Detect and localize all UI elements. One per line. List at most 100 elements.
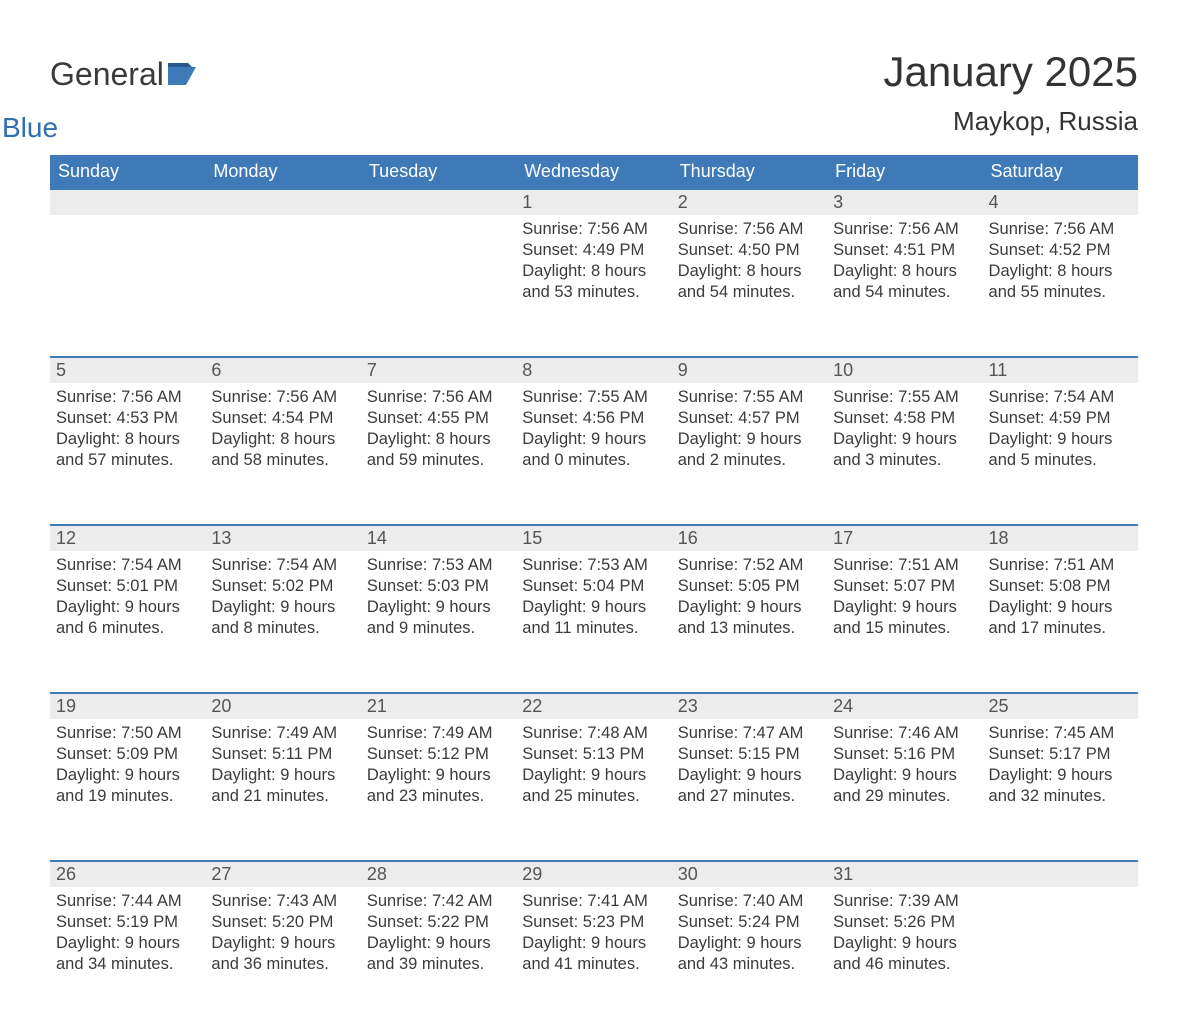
daylight-line: Daylight: 9 hours [678, 430, 802, 448]
day-details: Sunrise: 7:44 AMSunset: 5:19 PMDaylight:… [50, 887, 205, 989]
daylight-line-2: and 0 minutes. [522, 451, 630, 469]
weekday-header-row: Sunday Monday Tuesday Wednesday Thursday… [50, 155, 1138, 189]
day-cell: Sunrise: 7:56 AMSunset: 4:50 PMDaylight:… [672, 215, 827, 357]
page-header: General Blue January 2025 Maykop, Russia [50, 48, 1138, 137]
daylight-line-2: and 27 minutes. [678, 787, 795, 805]
day-details: Sunrise: 7:54 AMSunset: 5:01 PMDaylight:… [50, 551, 205, 653]
sunrise-line: Sunrise: 7:51 AM [989, 556, 1115, 574]
day-details: Sunrise: 7:39 AM Sunset: 5:26 PM Daylight:… [827, 887, 982, 989]
sunset-line: Sunset: 4:51 PM [833, 241, 955, 259]
sunset-line: Sunset: 5:24 PM [678, 913, 800, 931]
daylight-line-2: and 15 minutes. [833, 619, 950, 637]
sunrise-line: Sunrise: 7:56 AM [989, 220, 1115, 238]
day-cell: Sunrise: 7:54 AMSunset: 4:59 PMDaylight:… [983, 383, 1138, 525]
day-cell: Sunrise: 7:55 AMSunset: 4:56 PMDaylight:… [516, 383, 671, 525]
sunrise-line: Sunrise: 7:55 AM [522, 388, 648, 406]
sunset-line: Sunset: 4:58 PM [833, 409, 955, 427]
month-year-title: January 2025 [883, 48, 1138, 96]
day-details: Sunrise: 7:55 AMSunset: 4:57 PMDaylight:… [672, 383, 827, 485]
day-body-row: Sunrise: 7:44 AMSunset: 5:19 PMDaylight:… [50, 887, 1138, 1029]
daylight-line: Daylight: 9 hours [367, 934, 491, 952]
daylight-line: Daylight: 9 hours [522, 430, 646, 448]
daylight-line: Daylight: 8 hours [211, 430, 335, 448]
day-cell: Sunrise: 7:56 AMSunset: 4:55 PMDaylight:… [361, 383, 516, 525]
daylight-line-2: and 29 minutes. [833, 787, 950, 805]
sunrise-line: Sunrise: 7:56 AM [833, 220, 959, 238]
daylight-line: Daylight: 9 hours [56, 598, 180, 616]
daylight-line: Daylight: 9 hours [211, 766, 335, 784]
day-cell [361, 215, 516, 357]
day-cell: Sunrise: 7:55 AMSunset: 4:58 PMDaylight:… [827, 383, 982, 525]
day-cell: Sunrise: 7:43 AMSunset: 5:20 PMDaylight:… [205, 887, 360, 1029]
day-cell: Sunrise: 7:56 AMSunset: 4:53 PMDaylight:… [50, 383, 205, 525]
day-cell: Sunrise: 7:54 AMSunset: 5:02 PMDaylight:… [205, 551, 360, 693]
day-number-cell: 21 [361, 693, 516, 719]
sunrise-line: Sunrise: 7:42 AM [367, 892, 493, 910]
sunrise-line: Sunrise: 7:56 AM [522, 220, 648, 238]
day-body-row: Sunrise: 7:54 AMSunset: 5:01 PMDaylight:… [50, 551, 1138, 693]
daylight-line-2: and 11 minutes. [522, 619, 638, 637]
day-details: Sunrise: 7:56 AMSunset: 4:50 PMDaylight:… [672, 215, 827, 317]
title-block: January 2025 Maykop, Russia [883, 48, 1138, 137]
day-cell [205, 215, 360, 357]
daylight-line-2: and 41 minutes. [522, 955, 639, 973]
sunset-line: Sunset: 5:04 PM [522, 577, 644, 595]
sunset-line: Sunset: 5:16 PM [833, 745, 955, 763]
daylight-line: Daylight: 8 hours [367, 430, 491, 448]
day-cell: Sunrise: 7:46 AMSunset: 5:16 PMDaylight:… [827, 719, 982, 861]
day-number-cell: 19 [50, 693, 205, 719]
day-number-cell: 20 [205, 693, 360, 719]
sunset-line: Sunset: 5:03 PM [367, 577, 489, 595]
daylight-line: Daylight: 8 hours [989, 262, 1113, 280]
daylight-line: Daylight: 9 hours [833, 934, 957, 952]
flag-icon [168, 63, 196, 90]
daylight-line-2: and 9 minutes. [367, 619, 475, 637]
sunset-line: Sunset: 5:05 PM [678, 577, 800, 595]
day-cell: Sunrise: 7:49 AMSunset: 5:11 PMDaylight:… [205, 719, 360, 861]
sunset-line: Sunset: 5:02 PM [211, 577, 333, 595]
day-number-cell: 28 [361, 861, 516, 887]
day-cell: Sunrise: 7:56 AM Sunset: 4:51 PM Daylight:… [827, 215, 982, 357]
day-number-row: 1234 [50, 189, 1138, 215]
daylight-line: Daylight: 9 hours [678, 934, 802, 952]
sunset-line: Sunset: 5:12 PM [367, 745, 489, 763]
sunset-line: Sunset: 4:52 PM [989, 241, 1111, 259]
day-details: Sunrise: 7:43 AMSunset: 5:20 PMDaylight:… [205, 887, 360, 989]
day-number-cell: 7 [361, 357, 516, 383]
sunset-line: Sunset: 5:15 PM [678, 745, 800, 763]
sunset-line: Sunset: 5:26 PM [833, 913, 955, 931]
day-cell: Sunrise: 7:40 AMSunset: 5:24 PMDaylight:… [672, 887, 827, 1029]
day-details: Sunrise: 7:55 AMSunset: 4:58 PMDaylight:… [827, 383, 982, 485]
daylight-line-2: and 3 minutes. [833, 451, 941, 469]
sunset-line: Sunset: 5:17 PM [989, 745, 1111, 763]
day-number-cell: 8 [516, 357, 671, 383]
sunset-line: Sunset: 4:59 PM [989, 409, 1111, 427]
sunrise-line: Sunrise: 7:39 AM [833, 892, 959, 910]
day-cell: Sunrise: 7:53 AMSunset: 5:03 PMDaylight:… [361, 551, 516, 693]
day-details: Sunrise: 7:56 AMSunset: 4:55 PMDaylight:… [361, 383, 516, 485]
daylight-line-2: and 54 minutes. [833, 283, 950, 301]
daylight-line: Daylight: 8 hours [833, 262, 957, 280]
daylight-line-2: and 5 minutes. [989, 451, 1097, 469]
sunset-line: Sunset: 5:13 PM [522, 745, 644, 763]
day-details: Sunrise: 7:49 AMSunset: 5:11 PMDaylight:… [205, 719, 360, 821]
day-details: Sunrise: 7:53 AMSunset: 5:04 PMDaylight:… [516, 551, 671, 653]
day-details: Sunrise: 7:50 AMSunset: 5:09 PMDaylight:… [50, 719, 205, 821]
day-number-cell: 10 [827, 357, 982, 383]
sunrise-line: Sunrise: 7:56 AM [56, 388, 182, 406]
day-details: Sunrise: 7:48 AMSunset: 5:13 PMDaylight:… [516, 719, 671, 821]
day-number-row: 567891011 [50, 357, 1138, 383]
sunset-line: Sunset: 4:57 PM [678, 409, 800, 427]
day-details: Sunrise: 7:51 AMSunset: 5:07 PMDaylight:… [827, 551, 982, 653]
daylight-line: Daylight: 9 hours [833, 766, 957, 784]
day-number-cell [205, 189, 360, 215]
daylight-line-2: and 17 minutes. [989, 619, 1106, 637]
daylight-line-2: and 34 minutes. [56, 955, 173, 973]
day-details: Sunrise: 7:56 AMSunset: 4:53 PMDaylight:… [50, 383, 205, 485]
day-number-cell: 25 [983, 693, 1138, 719]
sunrise-line: Sunrise: 7:54 AM [989, 388, 1115, 406]
day-number-cell: 29 [516, 861, 671, 887]
daylight-line: Daylight: 9 hours [678, 598, 802, 616]
sunset-line: Sunset: 5:08 PM [989, 577, 1111, 595]
sunset-line: Sunset: 5:20 PM [211, 913, 333, 931]
